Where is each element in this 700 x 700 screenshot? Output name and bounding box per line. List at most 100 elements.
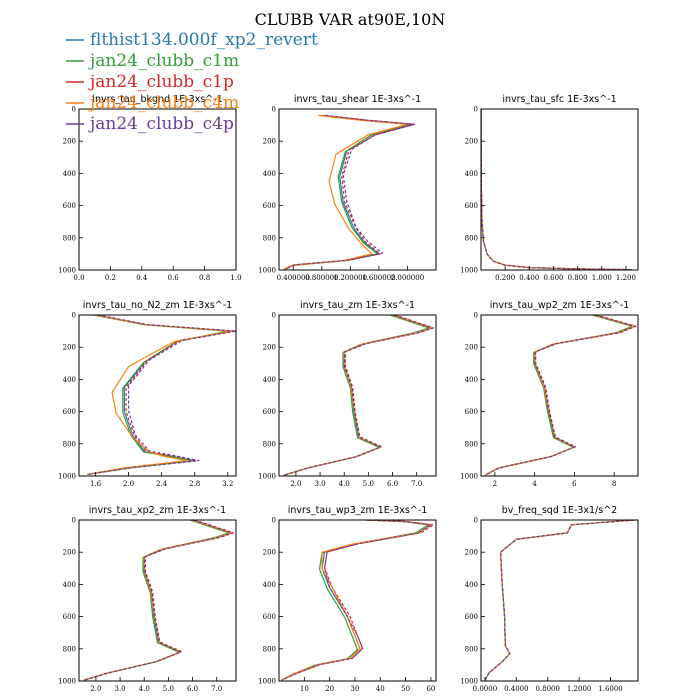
panel-title: invrs_tau_bkgnd 1E-3xs^-1 xyxy=(92,94,222,105)
series-line-jan24_clubb_c4p xyxy=(484,315,636,476)
x-tick-label: 0.200 xyxy=(495,274,515,282)
y-tick-label: 200 xyxy=(465,138,478,146)
y-tick-label: 1000 xyxy=(258,473,276,481)
y-tick-label: 800 xyxy=(63,440,76,448)
y-tick-label: 800 xyxy=(63,234,76,242)
y-tick-label: 1000 xyxy=(58,678,76,686)
y-tick-label: 1000 xyxy=(58,473,76,481)
y-tick-label: 600 xyxy=(63,408,76,416)
y-tick-label: 600 xyxy=(465,613,478,621)
y-tick-label: 0 xyxy=(72,106,76,114)
x-tick-label: 1.6 xyxy=(90,480,102,488)
panel-title: invrs_tau_no_N2_zm 1E-3xs^-1 xyxy=(83,300,232,311)
series-lines xyxy=(87,315,236,475)
y-tick-label: 600 xyxy=(465,202,478,210)
panel-title: invrs_tau_sfc 1E-3xs^-1 xyxy=(502,94,616,105)
y-tick-label: 600 xyxy=(63,613,76,621)
y-tick-label: 0 xyxy=(474,312,478,320)
x-tick-label: 60 xyxy=(426,685,435,693)
x-tick-label: 6.0 xyxy=(187,685,198,693)
x-tick-label: 0.0 xyxy=(73,274,84,282)
x-tick-label: 0.4000 xyxy=(504,685,529,693)
y-tick-label: 400 xyxy=(263,170,276,178)
x-tick-label: 8 xyxy=(612,480,616,488)
x-tick-label: 2.8 xyxy=(189,480,200,488)
x-tick-label: 1.000 xyxy=(592,274,612,282)
y-tick-label: 0 xyxy=(72,312,76,320)
y-tick-label: 800 xyxy=(63,645,76,653)
x-tick-label: 3.0 xyxy=(314,480,325,488)
plot-frame xyxy=(278,519,437,682)
plot-frame xyxy=(78,108,237,271)
x-tick-label: 5.0 xyxy=(363,480,374,488)
x-tick-label: 1.2000 xyxy=(567,685,592,693)
x-tick-label: 6 xyxy=(572,480,577,488)
legend-label: jan24_clubb_c1m xyxy=(88,51,239,71)
panels: 0.0 0.2 0.4 0.6 0.8 1.002004006008001000invrs… xyxy=(58,94,639,693)
y-tick-label: 600 xyxy=(263,202,276,210)
series-line-jan24_clubb_c1p xyxy=(83,520,235,681)
x-tick-label: 6.0 xyxy=(387,480,398,488)
panel-title: invrs_tau_wp3_zm 1E-3xs^-1 xyxy=(288,505,428,516)
y-tick-label: 800 xyxy=(465,234,478,242)
panel-3: 0.200 0.400 0.600 0.800 1.000 1.200 0 200 400 600… xyxy=(460,94,639,282)
x-tick-label: 3.2 xyxy=(222,480,233,488)
legend-label: jan24_clubb_c4m xyxy=(88,93,239,113)
plot-frame xyxy=(278,108,437,271)
panel-6: 2 4 6 8 0 200 400 600 800 1000 invrs_tau_wp2_zm 1E… xyxy=(460,300,639,488)
series-lines xyxy=(481,109,633,270)
x-tick-label: 40 xyxy=(376,685,385,693)
panel-4: 1.6 2.0 2.4 2.8 3.2 0 200 400 600 800 1000 invrs_ta… xyxy=(58,300,237,488)
series-line-jan24_clubb_c4p xyxy=(83,520,233,681)
x-tick-label: 0.800000 xyxy=(305,274,338,282)
x-tick-label: 2.0 xyxy=(123,480,134,488)
y-tick-label: 600 xyxy=(263,408,276,416)
y-tick-label: 1000 xyxy=(58,267,76,275)
series-line-jan24_clubb_c4p xyxy=(481,109,633,270)
y-tick-label: 600 xyxy=(63,202,76,210)
y-tick-label: 0 xyxy=(272,312,276,320)
legend-label: jan24_clubb_c4p xyxy=(88,114,234,134)
series-line-jan24_clubb_c4p xyxy=(283,315,433,476)
y-tick-label: 400 xyxy=(63,170,76,178)
y-tick-label: 400 xyxy=(465,170,478,178)
legend-item: jan24_clubb_c4p xyxy=(66,114,234,134)
panel-2: 0.4000000.8000001.2000001.6000002.000000… xyxy=(258,94,437,282)
x-tick-label: 0.800 xyxy=(568,274,588,282)
y-tick-label: 800 xyxy=(465,645,478,653)
x-tick-label: 4.0 xyxy=(339,480,350,488)
plot-frame xyxy=(78,519,237,682)
x-tick-label: 2.0 xyxy=(290,480,301,488)
series-lines xyxy=(83,520,235,681)
y-tick-label: 1000 xyxy=(258,267,276,275)
x-tick-label: 2.0 xyxy=(90,685,101,693)
y-tick-label: 400 xyxy=(263,376,276,384)
panel-8: 10 20 30 40 50 6002004006008001000invrs_tau_w… xyxy=(258,505,437,693)
x-tick-label: 0.8000 xyxy=(535,685,560,693)
y-tick-label: 800 xyxy=(263,440,276,448)
x-tick-label: 0.400 xyxy=(519,274,539,282)
series-lines xyxy=(283,114,416,270)
y-tick-label: 1000 xyxy=(460,267,478,275)
plot-frame xyxy=(78,314,237,477)
x-tick-label: 1.600000 xyxy=(362,274,395,282)
x-tick-label: 0.8 xyxy=(199,274,210,282)
y-tick-label: 600 xyxy=(465,408,478,416)
series-line-jan24_clubb_c4p xyxy=(285,114,416,270)
y-tick-label: 1000 xyxy=(460,473,478,481)
y-tick-label: 600 xyxy=(263,613,276,621)
y-tick-label: 200 xyxy=(63,344,76,352)
panel-title: invrs_tau_zm 1E-3xs^-1 xyxy=(300,300,415,311)
y-tick-label: 0 xyxy=(474,106,478,114)
series-lines xyxy=(281,520,435,681)
x-tick-label: 7.0 xyxy=(411,480,422,488)
y-tick-label: 200 xyxy=(263,549,276,557)
y-tick-label: 400 xyxy=(63,376,76,384)
series-line-jan24_clubb_c1p xyxy=(283,315,435,476)
y-tick-label: 400 xyxy=(465,581,478,589)
y-tick-label: 200 xyxy=(465,549,478,557)
x-tick-label: 4 xyxy=(532,480,537,488)
y-tick-label: 200 xyxy=(63,138,76,146)
series-lines xyxy=(283,315,435,476)
